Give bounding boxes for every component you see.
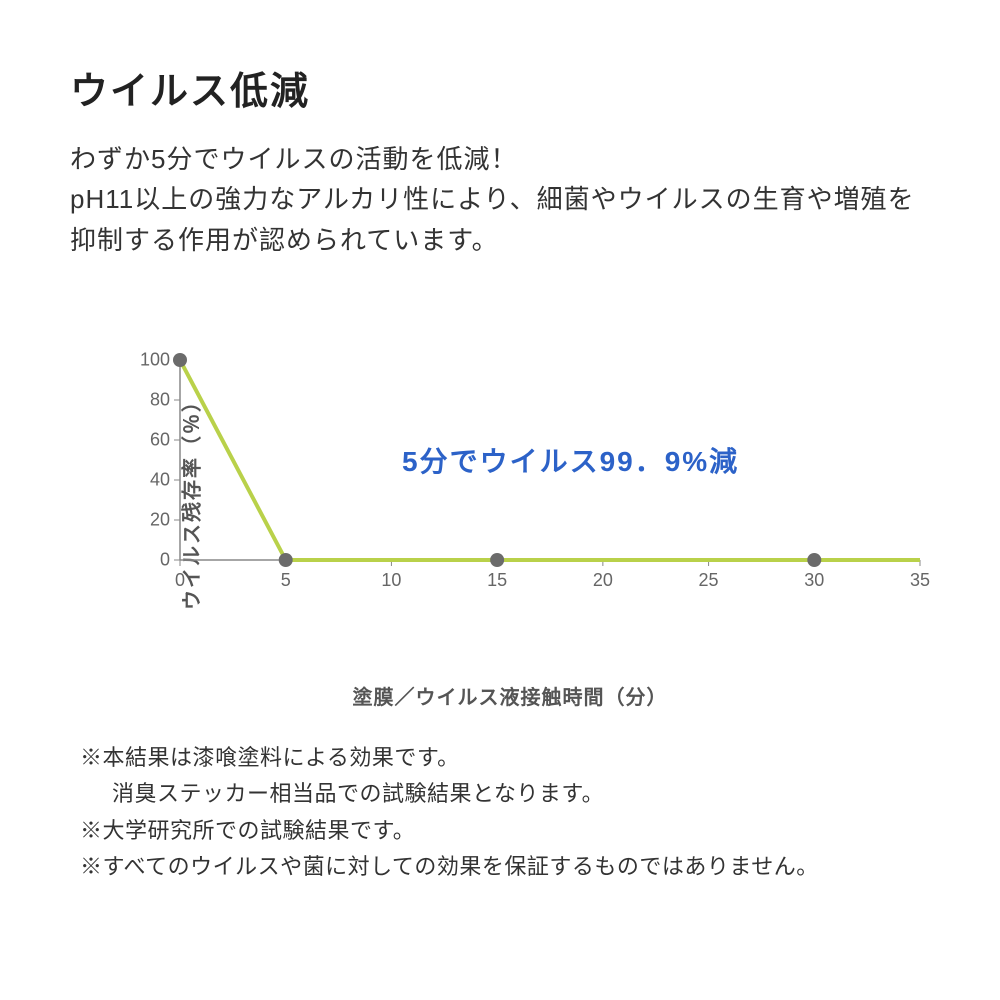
y-tick-label: 60	[150, 430, 170, 451]
description-line-2: pH11以上の強力なアルカリ性により、細菌やウイルスの生育や増殖を抑制する作用が…	[70, 184, 915, 254]
y-tick-label: 0	[160, 550, 170, 571]
footnote-2: ※大学研究所での試験結果です。	[80, 818, 415, 843]
x-tick-label: 20	[593, 570, 613, 591]
chart-plot-area: 5分でウイルス99．9%減 02040608010005101520253035	[180, 360, 920, 560]
footnotes: ※本結果は漆喰塗料による効果です。 消臭ステッカー相当品での試験結果となります。…	[80, 740, 819, 885]
x-axis-label: 塗膜／ウイルス液接触時間（分）	[353, 681, 668, 710]
y-tick-label: 40	[150, 470, 170, 491]
chart-annotation: 5分でウイルス99．9%減	[402, 440, 739, 480]
footnote-3: ※すべてのウイルスや菌に対しての効果を保証するものではありません。	[80, 854, 819, 879]
y-tick-label: 100	[140, 350, 170, 371]
y-tick-label: 20	[150, 510, 170, 531]
x-tick-label: 15	[487, 570, 507, 591]
x-tick-label: 10	[381, 570, 401, 591]
virus-reduction-chart: ウイルス残存率（％） 5分でウイルス99．9%減 020406080100051…	[100, 360, 920, 640]
footnote-1b: 消臭ステッカー相当品での試験結果となります。	[80, 776, 819, 812]
description: わずか5分でウイルスの活動を低減！ pH11以上の強力なアルカリ性により、細菌や…	[70, 139, 930, 260]
x-tick-label: 30	[804, 570, 824, 591]
x-tick-label: 0	[175, 570, 185, 591]
x-tick-label: 5	[281, 570, 291, 591]
page-title: ウイルス低減	[70, 60, 930, 115]
y-tick-label: 80	[150, 390, 170, 411]
description-line-1: わずか5分でウイルスの活動を低減！	[70, 144, 517, 174]
x-tick-label: 35	[910, 570, 930, 591]
x-tick-label: 25	[699, 570, 719, 591]
footnote-1: ※本結果は漆喰塗料による効果です。	[80, 745, 460, 770]
